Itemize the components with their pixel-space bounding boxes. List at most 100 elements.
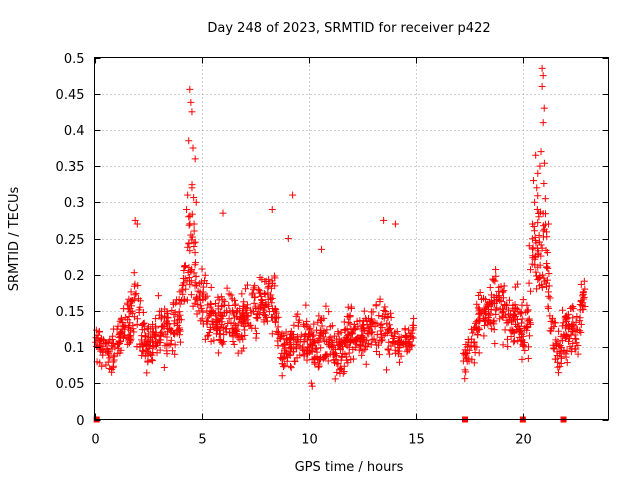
data-point bbox=[409, 334, 417, 342]
data-point bbox=[268, 330, 276, 338]
data-point bbox=[170, 311, 178, 319]
data-point bbox=[131, 216, 139, 224]
data-point bbox=[530, 177, 538, 185]
data-point bbox=[537, 208, 545, 216]
data-point bbox=[212, 321, 220, 329]
data-point bbox=[569, 339, 577, 347]
data-point bbox=[214, 349, 222, 357]
data-point bbox=[489, 318, 497, 326]
data-point bbox=[376, 295, 384, 303]
data-point bbox=[316, 316, 324, 324]
data-point bbox=[538, 64, 546, 72]
data-point bbox=[307, 379, 315, 387]
data-point bbox=[468, 355, 476, 363]
data-point bbox=[261, 277, 269, 285]
data-point bbox=[130, 328, 138, 336]
data-point bbox=[257, 300, 265, 308]
data-point bbox=[190, 269, 198, 277]
data-point bbox=[320, 353, 328, 361]
data-point bbox=[559, 306, 567, 314]
data-point bbox=[185, 264, 193, 272]
data-point bbox=[170, 330, 178, 338]
data-point bbox=[199, 288, 207, 296]
data-point bbox=[135, 308, 143, 316]
data-point bbox=[581, 285, 589, 293]
data-point bbox=[486, 283, 494, 291]
data-point bbox=[539, 227, 547, 235]
data-point bbox=[519, 296, 527, 304]
data-point bbox=[360, 321, 368, 329]
data-point bbox=[313, 337, 321, 345]
data-point bbox=[311, 354, 319, 362]
data-point bbox=[250, 293, 258, 301]
data-point bbox=[347, 355, 355, 363]
data-point bbox=[351, 344, 359, 352]
data-point bbox=[225, 315, 233, 323]
data-point bbox=[274, 342, 282, 350]
data-point bbox=[554, 369, 562, 377]
data-point bbox=[190, 193, 198, 201]
data-point bbox=[183, 296, 191, 304]
y-tick-label: 0 bbox=[76, 414, 84, 429]
data-point bbox=[125, 305, 133, 313]
data-point bbox=[188, 233, 196, 241]
data-point bbox=[396, 358, 404, 366]
data-point bbox=[292, 312, 300, 320]
data-point bbox=[185, 213, 193, 221]
data-point bbox=[116, 317, 124, 325]
data-point bbox=[533, 244, 541, 252]
data-point bbox=[220, 324, 228, 332]
data-point bbox=[125, 295, 133, 303]
data-point bbox=[559, 319, 567, 327]
data-point bbox=[130, 269, 138, 277]
data-point bbox=[191, 249, 199, 257]
data-point bbox=[500, 305, 508, 313]
data-point bbox=[303, 356, 311, 364]
data-point bbox=[194, 287, 202, 295]
data-point bbox=[546, 294, 554, 302]
data-point bbox=[473, 300, 481, 308]
data-point bbox=[149, 320, 157, 328]
data-point bbox=[163, 333, 171, 341]
data-point bbox=[535, 238, 543, 246]
data-point bbox=[342, 333, 350, 341]
data-point bbox=[334, 328, 342, 336]
data-point bbox=[215, 296, 223, 304]
data-point bbox=[236, 336, 244, 344]
data-point bbox=[395, 350, 403, 358]
data-point bbox=[506, 296, 514, 304]
data-point bbox=[326, 333, 334, 341]
data-point bbox=[92, 334, 100, 342]
data-point bbox=[535, 213, 543, 221]
x-tick-label: 0 bbox=[91, 433, 99, 448]
data-point bbox=[189, 144, 197, 152]
data-point bbox=[512, 326, 520, 334]
data-point bbox=[402, 332, 410, 340]
data-point bbox=[280, 363, 288, 371]
data-point bbox=[110, 356, 118, 364]
data-point bbox=[296, 342, 304, 350]
data-point bbox=[376, 351, 384, 359]
data-point bbox=[539, 119, 547, 127]
data-point bbox=[288, 331, 296, 339]
data-point bbox=[488, 325, 496, 333]
data-point bbox=[265, 275, 273, 283]
data-point bbox=[280, 353, 288, 361]
data-point bbox=[461, 375, 469, 383]
y-tick-label: 0.15 bbox=[56, 305, 85, 320]
data-point bbox=[143, 340, 151, 348]
data-point bbox=[569, 327, 577, 335]
data-point bbox=[180, 267, 188, 275]
data-point bbox=[537, 252, 545, 260]
data-point bbox=[539, 233, 547, 241]
data-point bbox=[113, 341, 121, 349]
data-point bbox=[132, 290, 140, 298]
data-point bbox=[185, 137, 193, 145]
data-point bbox=[191, 261, 199, 269]
data-point bbox=[484, 303, 492, 311]
data-point bbox=[473, 318, 481, 326]
data-point bbox=[232, 321, 240, 329]
data-point bbox=[224, 320, 232, 328]
axis-ticks: 0 0.05 0.1 0.15 0.2 0.25 0.3 0.35 0.4 0.45 0.5 0 5 10… bbox=[56, 52, 609, 448]
data-point bbox=[239, 314, 247, 322]
